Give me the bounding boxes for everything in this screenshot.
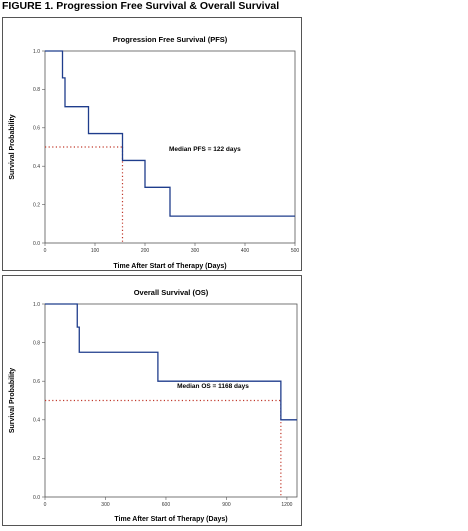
pfs-chart-svg: Progression Free Survival (PFS) 0 100 200 30…: [9, 35, 300, 270]
os-y-tick-label: 0.0: [33, 495, 40, 501]
pfs-chart-panel: Progression Free Survival (PFS) 0 100 200 30…: [2, 17, 302, 271]
os-y-tick-label: 0.2: [33, 456, 40, 462]
os-y-axis-label: Survival Probability: [9, 368, 16, 433]
pfs-survival-curve: [45, 50, 295, 217]
os-x-tick-label: 900: [222, 502, 231, 508]
os-x-tick-label: 1200: [281, 502, 292, 508]
pfs-x-tick-label: 300: [191, 248, 200, 254]
figure-title: FIGURE 1. Progression Free Survival & Ov…: [2, 0, 280, 12]
pfs-x-axis-label: Time After Start of Therapy (Days): [113, 263, 226, 270]
os-x-tick-label: 0: [44, 502, 47, 508]
pfs-y-tick-label: 0.0: [33, 241, 40, 247]
os-x-tick-label: 600: [162, 502, 171, 508]
os-y-tick-label: 0.6: [33, 379, 40, 385]
os-y-tick-label: 1.0: [33, 302, 40, 308]
os-x-tick-label: 300: [101, 502, 110, 508]
pfs-x-tick-label: 500: [291, 248, 300, 254]
os-chart-svg: Overall Survival (OS) 0 300 600 900 1200 0.0 0.…: [9, 288, 298, 523]
pfs-y-tick-label: 0.4: [33, 164, 40, 170]
pfs-y-tick-label: 0.8: [33, 87, 40, 93]
pfs-x-tick-label: 200: [141, 248, 150, 254]
os-survival-curve: [45, 303, 297, 421]
os-chart-title: Overall Survival (OS): [134, 288, 209, 297]
pfs-y-tick-label: 0.2: [33, 202, 40, 208]
pfs-y-tick-label: 1.0: [33, 49, 40, 55]
pfs-x-tick-label: 100: [91, 248, 100, 254]
pfs-median-annotation: Median PFS = 122 days: [169, 146, 241, 153]
os-y-tick-label: 0.8: [33, 340, 40, 346]
os-chart-panel: Overall Survival (OS) 0 300 600 900 1200 0.0 0.…: [2, 275, 302, 526]
pfs-chart-title: Progression Free Survival (PFS): [113, 35, 228, 44]
pfs-y-axis-label: Survival Probability: [9, 114, 16, 179]
os-median-annotation: Median OS = 1168 days: [177, 383, 249, 390]
os-y-tick-label: 0.4: [33, 418, 40, 424]
pfs-x-tick-label: 400: [241, 248, 250, 254]
pfs-y-tick-label: 0.6: [33, 126, 40, 132]
pfs-x-tick-label: 0: [44, 248, 47, 254]
os-x-axis-label: Time After Start of Therapy (Days): [114, 516, 227, 523]
